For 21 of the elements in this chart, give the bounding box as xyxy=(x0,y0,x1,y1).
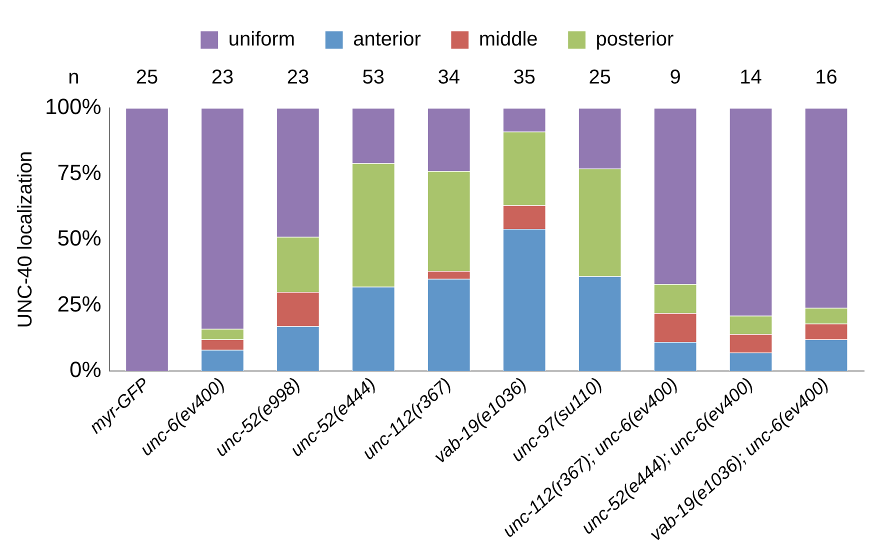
y-axis-title: UNC-40 localization xyxy=(14,151,37,328)
y-tick-label: 0% xyxy=(69,357,102,382)
text: n xyxy=(68,66,80,89)
text: 35 xyxy=(513,66,536,89)
text: 25 xyxy=(136,66,158,89)
y-tick-label: 100% xyxy=(44,94,102,120)
legend-label: posterior xyxy=(596,28,674,51)
text: 16 xyxy=(815,66,838,89)
text: 14 xyxy=(740,66,762,89)
text: 23 xyxy=(286,66,310,89)
text: 25 xyxy=(588,66,611,89)
y-tick-label: 50% xyxy=(57,226,102,251)
y-tick-label: 75% xyxy=(57,160,102,185)
text: 34 xyxy=(438,66,460,89)
legend-label: uniform xyxy=(228,28,296,51)
text: 9 xyxy=(670,66,681,89)
legend-label: anterior xyxy=(353,28,422,51)
text: 23 xyxy=(211,66,234,89)
text: 53 xyxy=(362,66,385,89)
y-tick-label: 25% xyxy=(57,291,102,316)
legend-label: middle xyxy=(478,28,538,51)
